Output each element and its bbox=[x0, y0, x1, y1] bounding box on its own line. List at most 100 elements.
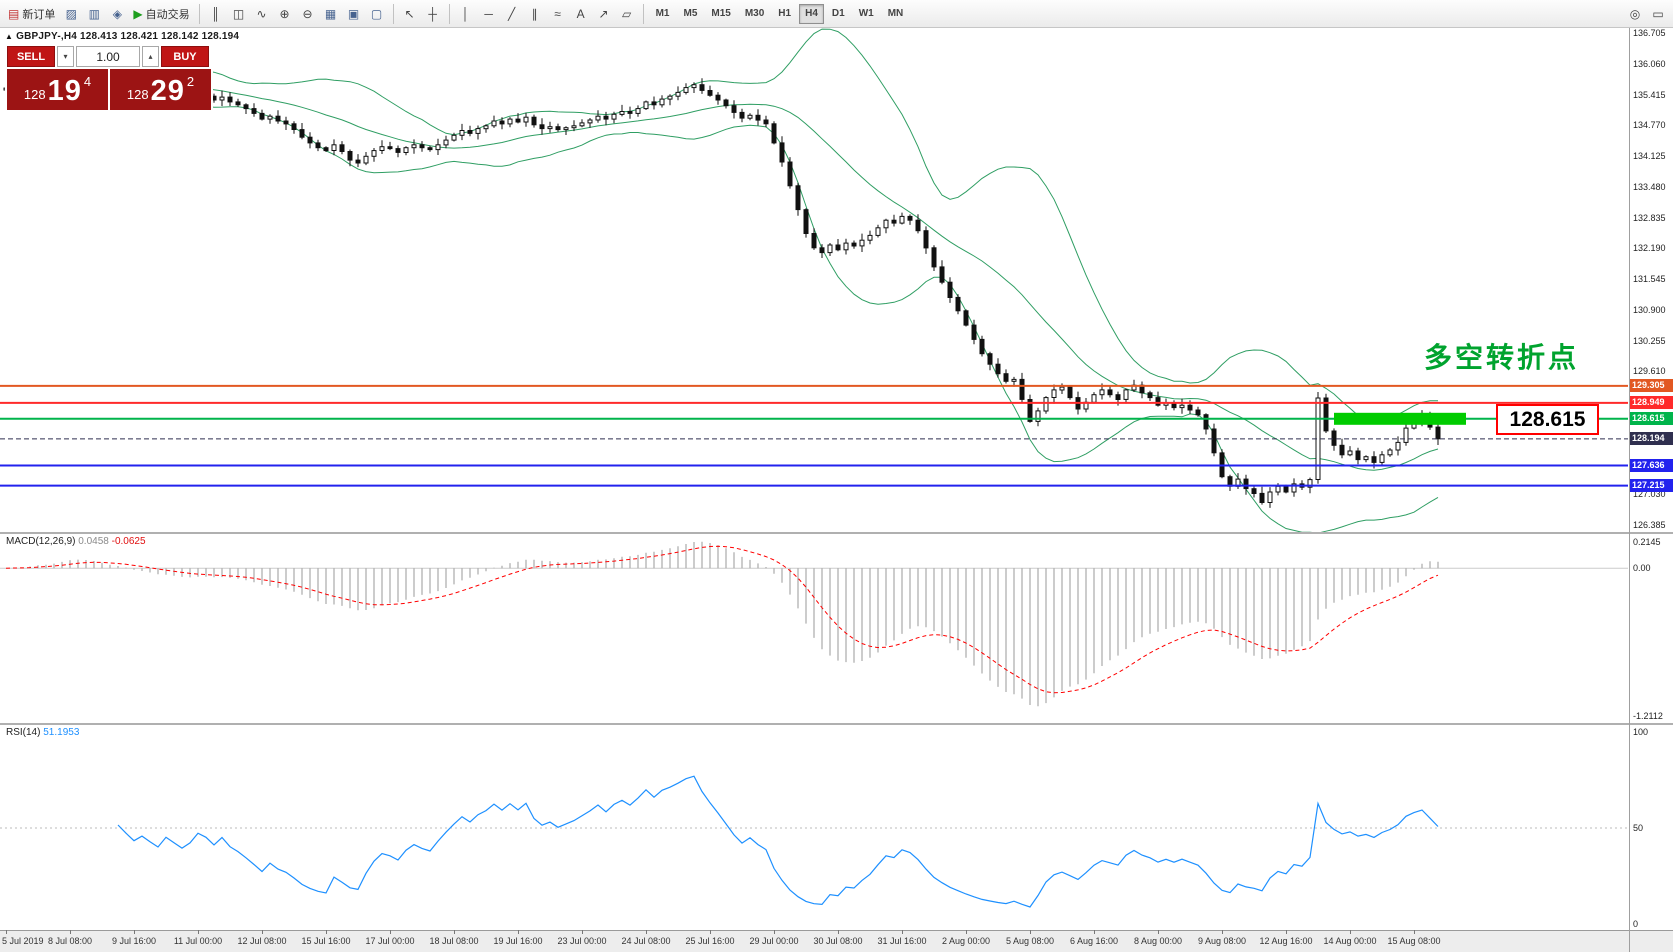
channel-button[interactable]: ∥ bbox=[524, 3, 546, 25]
timeframe-m1[interactable]: M1 bbox=[650, 4, 676, 24]
volume-up-button[interactable]: ▴ bbox=[142, 46, 159, 67]
vertical-line-icon: │ bbox=[461, 6, 470, 21]
bar-chart-button[interactable]: ║ bbox=[205, 3, 227, 25]
zoom-out-button[interactable]: ⊖ bbox=[297, 3, 319, 25]
volume-input[interactable] bbox=[76, 46, 140, 67]
new-order-icon: ▤ bbox=[8, 6, 20, 21]
annotation-text: 多空转折点 bbox=[1424, 342, 1580, 373]
panel-separator-rsi[interactable] bbox=[0, 723, 1673, 725]
new-order-button[interactable]: ▤ 新订单 bbox=[4, 3, 59, 25]
one-click-trading-panel: SELL ▾ ▴ BUY 128 19 4 128 29 2 bbox=[5, 44, 213, 112]
timeframe-h1[interactable]: H1 bbox=[772, 4, 797, 24]
bb-middle-band bbox=[157, 84, 1439, 471]
timeframe-mn[interactable]: MN bbox=[882, 4, 910, 24]
market-watch-icon: ◈ bbox=[112, 6, 122, 21]
buy-price-button[interactable]: 128 29 2 bbox=[110, 69, 211, 110]
rsi-value: 51.1953 bbox=[43, 727, 80, 738]
autotrade-label: 自动交易 bbox=[145, 8, 190, 21]
trend-line-button[interactable]: ╱ bbox=[501, 3, 523, 25]
highlight-zone[interactable] bbox=[1334, 412, 1466, 425]
zoom-in-button[interactable]: ⊕ bbox=[274, 3, 296, 25]
vertical-line-button[interactable]: │ bbox=[455, 3, 477, 25]
volume-dropdown-button[interactable]: ▾ bbox=[57, 46, 74, 67]
fibonacci-button[interactable]: ≈ bbox=[547, 3, 569, 25]
toolbar-separator bbox=[642, 3, 644, 24]
cascade-icon: ▢ bbox=[370, 6, 383, 21]
styles-icon: ▨ bbox=[65, 6, 78, 21]
chevron-down-icon: ▾ bbox=[63, 52, 68, 61]
toolbar-separator bbox=[392, 3, 394, 24]
tile-windows-button[interactable]: ▦ bbox=[320, 3, 342, 25]
timeframe-group: M1 M5 M15 M30 H1 H4 D1 W1 MN bbox=[649, 3, 911, 24]
cursor-button[interactable]: ↖ bbox=[399, 3, 421, 25]
buy-button[interactable]: BUY bbox=[161, 46, 209, 67]
time-axis bbox=[0, 930, 1673, 952]
macd-signal-value: -0.0625 bbox=[111, 536, 146, 547]
shapes-button[interactable]: ▱ bbox=[616, 3, 638, 25]
rsi-title: RSI(14) bbox=[6, 727, 41, 738]
profiles-button[interactable]: ▥ bbox=[83, 3, 105, 25]
autotrade-play-icon: ▶ bbox=[133, 6, 143, 21]
trend-line-icon: ╱ bbox=[507, 6, 516, 21]
sell-button[interactable]: SELL bbox=[7, 46, 55, 67]
symbol-info: ▲ GBPJPY-,H4 128.413 128.421 128.142 128.… bbox=[5, 31, 239, 42]
sell-price-button[interactable]: 128 19 4 bbox=[7, 69, 108, 110]
new-order-label: 新订单 bbox=[22, 8, 56, 21]
macd-label: MACD(12,26,9) 0.0458 -0.0625 bbox=[6, 536, 146, 547]
price-callout[interactable]: 128.615 bbox=[1496, 404, 1599, 435]
ask-prefix: 128 bbox=[126, 87, 149, 102]
cursor-icon: ↖ bbox=[404, 6, 415, 21]
search-button[interactable]: ◎ bbox=[1624, 3, 1646, 25]
macd-main-value: 0.0458 bbox=[78, 536, 109, 547]
styles-button[interactable]: ▨ bbox=[60, 3, 82, 25]
tile-windows-icon: ▦ bbox=[324, 6, 337, 21]
bid-big-digits: 19 bbox=[47, 75, 82, 107]
panel-toggle-icon: ▭ bbox=[1652, 6, 1664, 21]
candle-chart-button[interactable]: ◫ bbox=[228, 3, 250, 25]
panel-toggle-button[interactable]: ▭ bbox=[1647, 3, 1669, 25]
horizontal-line-icon: ─ bbox=[484, 6, 493, 21]
macd-title: MACD(12,26,9) bbox=[6, 536, 76, 547]
macd-signal-line bbox=[5, 545, 1439, 694]
new-window-button[interactable]: ▣ bbox=[343, 3, 365, 25]
market-watch-button[interactable]: ◈ bbox=[106, 3, 128, 25]
rsi-label: RSI(14) 51.1953 bbox=[6, 727, 79, 738]
panel-separator-macd[interactable] bbox=[0, 532, 1673, 534]
crosshair-icon: ┼ bbox=[428, 6, 437, 21]
rsi-line bbox=[117, 775, 1439, 908]
bid-pip-digit: 4 bbox=[83, 74, 92, 89]
candle-chart-icon: ◫ bbox=[232, 6, 245, 21]
bid-prefix: 128 bbox=[23, 87, 46, 102]
ask-pip-digit: 2 bbox=[186, 74, 195, 89]
price-scale-separator bbox=[1629, 28, 1630, 952]
horizontal-line-button[interactable]: ─ bbox=[478, 3, 500, 25]
autotrade-button[interactable]: ▶ 自动交易 bbox=[129, 3, 193, 25]
crosshair-button[interactable]: ┼ bbox=[422, 3, 444, 25]
toolbar-separator bbox=[198, 3, 200, 24]
timeframe-w1[interactable]: W1 bbox=[853, 4, 880, 24]
arrows-tool-button[interactable]: ↗ bbox=[593, 3, 615, 25]
shapes-icon: ▱ bbox=[621, 6, 632, 21]
profiles-icon: ▥ bbox=[88, 6, 101, 21]
bar-chart-icon: ║ bbox=[211, 6, 220, 21]
symbol-ohlc-text: GBPJPY-,H4 128.413 128.421 128.142 128.1… bbox=[16, 31, 240, 42]
timeframe-m5[interactable]: M5 bbox=[677, 4, 703, 24]
timeframe-m30[interactable]: M30 bbox=[739, 4, 770, 24]
text-tool-button[interactable]: A bbox=[570, 3, 592, 25]
cascade-button[interactable]: ▢ bbox=[366, 3, 388, 25]
arrows-tool-icon: ↗ bbox=[598, 6, 609, 21]
timeframe-h4[interactable]: H4 bbox=[799, 3, 824, 24]
zoom-in-icon: ⊕ bbox=[279, 6, 290, 21]
line-chart-button[interactable]: ∿ bbox=[251, 3, 273, 25]
bb-upper-band bbox=[157, 28, 1438, 422]
timeframe-d1[interactable]: D1 bbox=[826, 4, 851, 24]
text-tool-icon: A bbox=[576, 6, 585, 21]
line-chart-icon: ∿ bbox=[256, 6, 267, 21]
symbol-marker-icon: ▲ bbox=[5, 32, 14, 41]
timeframe-m15[interactable]: M15 bbox=[705, 4, 736, 24]
new-window-icon: ▣ bbox=[347, 6, 360, 21]
toolbar-separator bbox=[448, 3, 450, 24]
main-toolbar: ▤ 新订单 ▨ ▥ ◈ ▶ 自动交易 ║ ◫ ∿ ⊕ ⊖ ▦ ▣ ▢ ↖ ┼ │… bbox=[0, 0, 1673, 28]
